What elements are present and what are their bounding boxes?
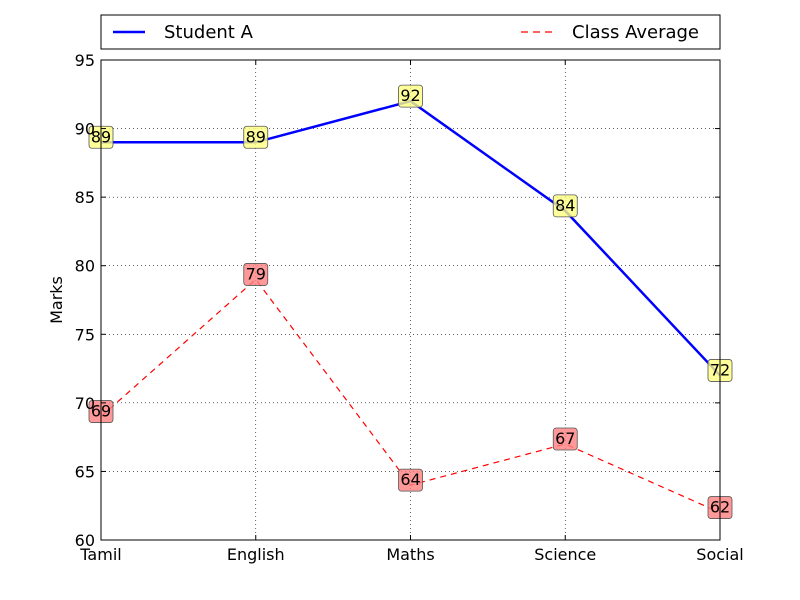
data-label-box	[243, 125, 269, 149]
y-tick-label: 80	[75, 257, 95, 276]
data-label: 89	[243, 125, 269, 149]
y-tick-label: 95	[75, 51, 95, 70]
legend-frame	[100, 14, 721, 50]
x-tick-label: Science	[534, 545, 596, 564]
legend-label-class-average: Class Average	[572, 22, 699, 43]
data-label-text: 67	[555, 429, 575, 448]
y-tick-label: 60	[75, 531, 95, 550]
data-label-text: 64	[400, 470, 420, 489]
data-label-box	[398, 84, 423, 108]
data-label-text: 79	[246, 264, 266, 283]
x-tick-label: English	[227, 545, 285, 564]
legend: Student A Class Average	[100, 14, 721, 50]
series-lines	[100, 99, 721, 514]
axis-ticks: Tamil English Maths Science Social 60 65 70 75 80…	[75, 51, 744, 564]
y-tick-label: 75	[75, 325, 95, 344]
data-label: 84	[552, 194, 578, 218]
x-tick-label: Maths	[386, 545, 434, 564]
data-label: 67	[552, 427, 578, 451]
data-label-box	[243, 263, 269, 286]
y-tick-label: 90	[75, 120, 95, 139]
data-label-box	[552, 194, 578, 218]
data-label: 92	[398, 84, 423, 108]
data-label-text: 92	[400, 86, 420, 105]
data-label: 79	[243, 263, 269, 286]
x-tick-label: Social	[696, 545, 743, 564]
y-tick-label: 65	[75, 462, 95, 481]
data-label: 64	[398, 468, 423, 492]
data-label-text: 84	[555, 196, 575, 215]
data-label-text: 89	[246, 127, 266, 146]
data-label-box	[398, 468, 423, 492]
legend-label-student-a: Student A	[164, 22, 254, 43]
y-tick-label: 85	[75, 188, 95, 207]
y-tick-label: 70	[75, 394, 95, 413]
data-label-box	[552, 427, 578, 451]
grid-lines	[100, 59, 721, 541]
x-tick-label: Tamil	[79, 545, 121, 564]
y-axis-label: Marks	[47, 276, 66, 324]
